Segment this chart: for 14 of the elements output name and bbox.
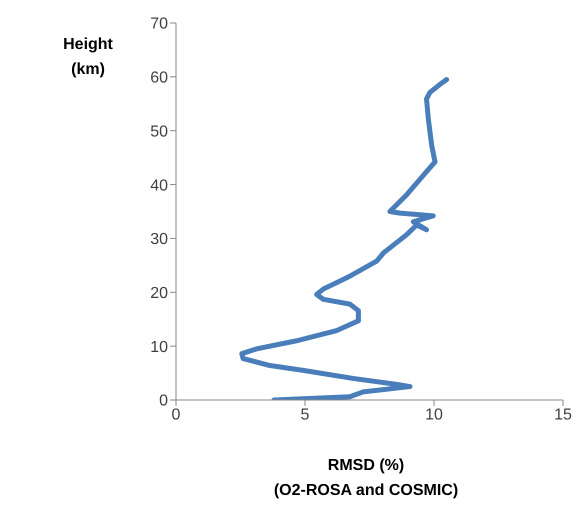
y-tick-label: 0 — [159, 392, 168, 410]
x-tick-label: 15 — [554, 406, 572, 424]
y-tick-label: 10 — [150, 338, 168, 356]
y-tick-label: 60 — [150, 70, 168, 87]
x-tick-label: 5 — [300, 406, 310, 424]
x-tick-label: 0 — [172, 406, 181, 424]
y-axis-title: Height (km) — [62, 35, 114, 80]
y-tick-label: 30 — [150, 231, 168, 248]
y-tick-label: 70 — [150, 16, 168, 33]
y-tick-label: 50 — [150, 123, 168, 140]
x-axis-title: RMSD (%) (O2-ROSA and COSMIC) — [272, 456, 460, 501]
y-tick-label: 40 — [150, 177, 168, 194]
x-tick-label: 10 — [425, 406, 443, 424]
y-tick-label: 20 — [150, 284, 168, 302]
